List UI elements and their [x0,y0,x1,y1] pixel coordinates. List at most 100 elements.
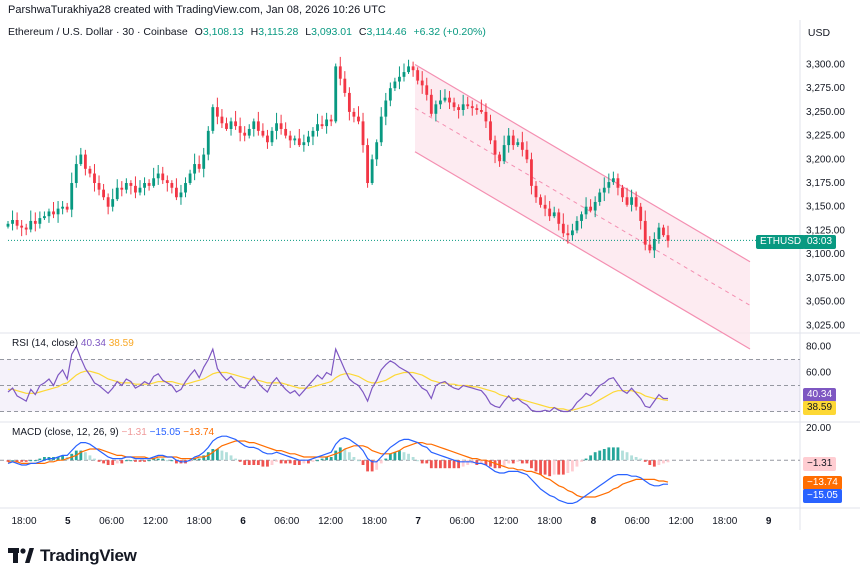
rsi-tag: 40.34 [803,388,837,402]
macd-histogram-bar [461,460,465,467]
macd-histogram-bar [507,460,511,464]
candle-body [384,100,388,117]
candle-body [516,142,520,146]
macd-histogram-bar [557,460,561,475]
macd-histogram-bar [252,460,256,465]
macd-histogram-bar [325,457,329,461]
macd-histogram-bar [621,450,624,461]
candle-body [443,97,447,101]
candle-body [188,173,192,184]
candle-body [498,154,501,162]
candle-body [252,121,256,129]
rsi-tick-label: 60.00 [806,368,831,379]
candle-body [270,130,274,143]
macd-legend: MACD (close, 12, 26, 9) −1.31 −15.05 −13… [12,427,214,438]
candle-body [288,135,292,141]
candle-body [475,108,479,110]
candle-body [15,220,19,226]
candle-body [375,142,379,160]
macd-histogram-bar [639,458,643,461]
price-tick-label: 3,250.00 [806,107,845,118]
macd-histogram-bar [279,460,283,464]
candle-body [261,130,265,136]
candle-body [575,220,579,231]
macd-histogram-bar [225,452,228,461]
symbol-legend: Ethereum / U.S. Dollar · 30 · Coinbase O… [8,26,486,38]
macd-histogram-bar [534,460,538,472]
macd-histogram-bar [580,460,583,462]
macd-histogram-bar [388,453,392,461]
candle-body [124,183,128,190]
macd-histogram-bar [83,452,87,461]
rsi-line [7,345,668,413]
candle-body [466,104,470,107]
macd-histogram-bar [411,457,415,461]
macd-histogram-bar [316,460,319,462]
candle-body [202,154,206,169]
candle-body [211,107,215,131]
candle-body [584,206,588,215]
macd-histogram-bar [93,458,96,461]
time-tick-label: 18:00 [537,516,562,527]
macd-histogram-bar [375,460,379,470]
candle-body [552,212,556,217]
macd-name: MACD (close, 12, 26, 9) [12,427,119,438]
candle-body [238,126,242,133]
candle-body [548,208,552,217]
ticker-tag: ETHUSD [756,235,806,249]
candle-body [102,189,105,198]
macd-histogram-bar [466,460,470,465]
high-value: 3,115.28 [258,26,299,38]
macd-histogram-bar [407,453,410,461]
candle-body [461,104,465,110]
candle-body [6,223,10,227]
time-tick-label: 8 [591,516,597,527]
macd-histogram-bar [38,458,42,461]
candle-body [229,121,233,129]
candle-body [534,185,538,198]
candle-body [120,187,124,190]
macd-histogram-bar [643,460,647,462]
macd-histogram-bar [393,452,397,461]
candle-body [580,214,583,221]
macd-histogram-bar [479,460,483,464]
macd-histogram-bar [493,460,497,469]
candle-body [215,107,219,117]
macd-histogram-bar [311,460,315,462]
macd-histogram-bar [652,460,656,467]
candle-body [357,116,360,122]
macd-histogram-bar [288,460,292,464]
price-tick-label: 3,300.00 [806,59,845,70]
time-tick-label: 18:00 [187,516,212,527]
candle-body [184,183,187,193]
macd-histogram-bar [129,460,133,462]
macd-histogram-bar [11,460,14,462]
time-tick-label: 06:00 [274,516,299,527]
candle-body [561,223,565,234]
candle-body [379,116,383,143]
candle-body [630,197,633,205]
macd-histogram-bar [297,460,301,465]
macd-histogram-bar [88,455,92,461]
macd-histogram-bar [197,458,201,461]
candle-body [311,130,315,137]
candle-body [634,197,638,207]
currency-button[interactable]: USD [807,27,831,39]
candle-body [134,185,137,193]
candle-body [402,72,406,77]
candle-body [307,136,310,143]
price-tick-label: 3,075.00 [806,273,845,284]
candle-body [366,145,369,184]
candle-body [507,135,511,146]
tradingview-logo[interactable]: TradingView [8,546,137,566]
macd-histogram-bar [366,460,369,472]
macd-histogram-bar [338,447,342,461]
candle-body [106,197,110,207]
candle-body [411,66,415,71]
macd-histogram-bar [307,460,310,464]
candle-body [129,183,133,186]
macd-histogram-bar [343,449,347,461]
candle-body [639,206,643,221]
price-tick-label: 3,150.00 [806,202,845,213]
macd-histogram-bar [584,458,588,461]
